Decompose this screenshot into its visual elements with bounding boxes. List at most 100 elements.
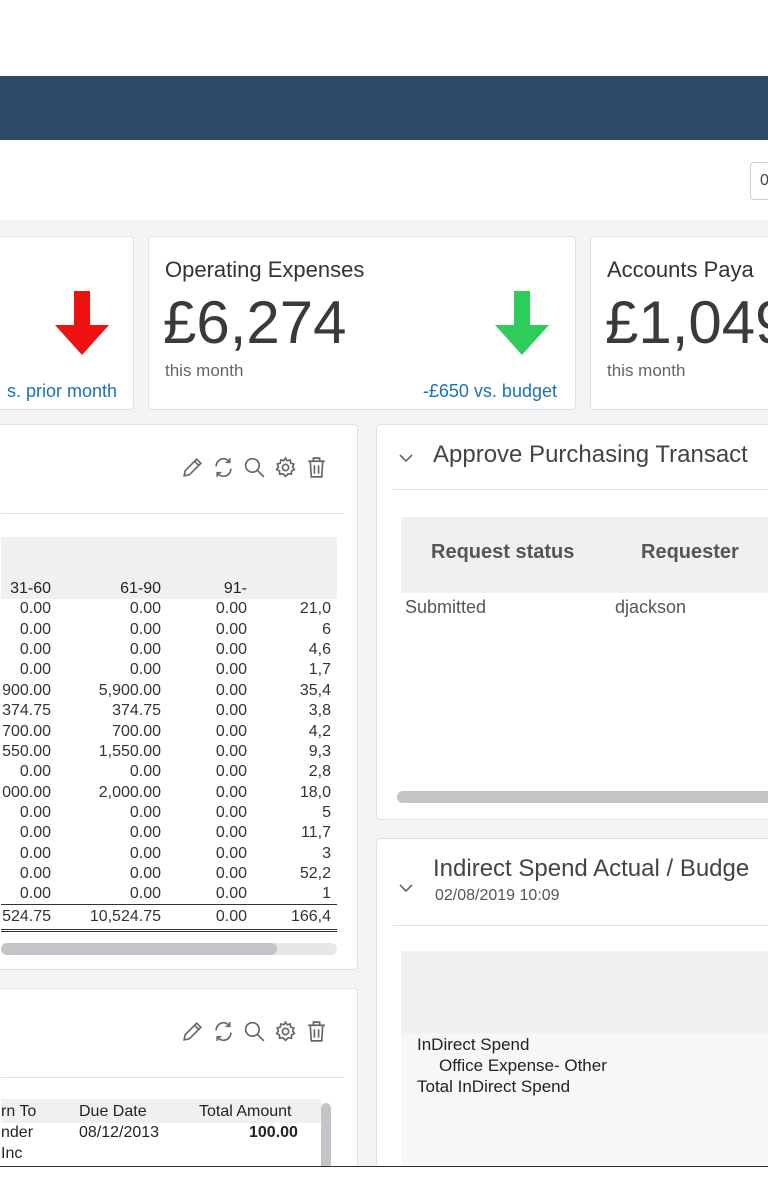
panel-title: Indirect Spend Actual / Budge — [433, 855, 750, 882]
column-header-requester[interactable]: Requester — [641, 541, 739, 563]
table-cell: 0.00 — [129, 804, 161, 822]
total-cell: 524.75 — [1, 904, 57, 933]
table-cell: 000.00 — [2, 783, 51, 801]
table-cell: 0.00 — [19, 620, 51, 638]
table-cell: 5,900.00 — [98, 681, 161, 699]
edit-icon[interactable] — [180, 1019, 205, 1044]
search-icon[interactable] — [242, 455, 267, 480]
table-cell: 0.00 — [19, 824, 51, 842]
delete-icon[interactable] — [304, 455, 329, 480]
column-header[interactable]: 61-90 — [57, 579, 167, 599]
horizontal-scrollbar-thumb[interactable] — [1, 943, 277, 955]
table-cell: 100.00 — [249, 1124, 298, 1141]
table-row[interactable]: 0.00 0.00 0.00 1,7 — [1, 660, 337, 680]
settings-icon[interactable] — [273, 1019, 298, 1044]
kpi-comparison-link[interactable]: s. prior month — [6, 381, 117, 401]
table-cell: 0.00 — [19, 763, 51, 781]
refresh-icon[interactable] — [211, 455, 236, 480]
table-cell: 08/12/2013 — [79, 1124, 160, 1141]
table-cell: 3,8 — [308, 702, 331, 720]
requester-cell: djackson — [615, 597, 687, 617]
table-row[interactable]: 0.00 0.00 0.00 1 — [1, 884, 337, 904]
settings-icon[interactable] — [273, 455, 298, 480]
table-cell: 1,7 — [308, 661, 331, 679]
kpi-card-accounts-payable[interactable]: Accounts Paya £1,049 this month — [590, 236, 768, 410]
delete-icon[interactable] — [304, 1019, 329, 1044]
table-cell: 0.00 — [129, 661, 161, 679]
report-body — [401, 1033, 768, 1166]
table-row[interactable]: 0.00 0.00 0.00 5 — [1, 803, 337, 823]
refresh-icon[interactable] — [211, 1019, 236, 1044]
table-row[interactable]: 0.00 0.00 0.00 3 — [1, 844, 337, 864]
table-cell: 4,6 — [308, 640, 331, 658]
chevron-down-icon[interactable] — [397, 879, 415, 897]
totals-row: 524.75 10,524.75 0.00 166,4 — [1, 904, 337, 933]
table-cell: 6 — [322, 620, 331, 638]
table-row[interactable]: 0.00 0.00 0.00 52,2 — [1, 864, 337, 884]
table-cell: 0.00 — [215, 681, 247, 699]
kpi-card-cash[interactable]: s. prior month — [0, 236, 134, 410]
edit-icon[interactable] — [180, 455, 205, 480]
column-header[interactable]: 31-60 — [1, 579, 57, 599]
table-row[interactable]: 700.00 700.00 0.00 4,2 — [1, 721, 337, 741]
kpi-value: £1,049 — [605, 289, 768, 356]
column-header[interactable]: rn To — [1, 1103, 37, 1120]
table-cell: 0.00 — [215, 640, 247, 658]
table-row[interactable]: 550.00 1,550.00 0.00 9,3 — [1, 742, 337, 762]
aging-widget: 31-60 61-90 91- 0.00 0.00 0.00 21,0 0.00 0.00 0.… — [0, 424, 358, 970]
column-header[interactable]: Total Amount — [199, 1103, 292, 1120]
table-cell: 18,0 — [299, 783, 331, 801]
table-cell: 0.00 — [215, 742, 247, 760]
table-cell: 0.00 — [215, 824, 247, 842]
table-row[interactable]: 0.00 0.00 0.00 6 — [1, 619, 337, 639]
panel-title: Approve Purchasing Transact — [433, 441, 748, 468]
column-header-request-status[interactable]: Request status — [431, 541, 575, 563]
table-row[interactable]: 0.00 0.00 0.00 11,7 — [1, 823, 337, 843]
column-header[interactable] — [253, 579, 337, 599]
table-cell: 0.00 — [215, 804, 247, 822]
arrow-down-icon — [487, 289, 557, 359]
screen-bottom-edge — [0, 1166, 768, 1167]
table-cell: 4,2 — [308, 722, 331, 740]
table-cell: 0.00 — [19, 865, 51, 883]
table-cell: 0.00 — [129, 865, 161, 883]
total-cell: 10,524.75 — [57, 904, 167, 933]
column-header[interactable]: 91- — [167, 579, 253, 599]
total-cell: 0.00 — [167, 904, 253, 933]
chevron-down-icon[interactable] — [397, 449, 415, 467]
table-cell: 5 — [322, 804, 331, 822]
table-cell: 0.00 — [215, 702, 247, 720]
report-row-label: Total InDirect Spend — [417, 1077, 571, 1096]
table-header-band — [1, 1099, 321, 1123]
table-cell: 700.00 — [2, 722, 51, 740]
table-cell: 0.00 — [19, 600, 51, 618]
vertical-scrollbar[interactable] — [321, 1103, 331, 1166]
period-input[interactable]: 0 — [750, 162, 768, 200]
table-cell: 0.00 — [215, 885, 247, 903]
table-header-band — [401, 517, 768, 593]
table-cell: 900.00 — [2, 681, 51, 699]
table-cell: 0.00 — [215, 763, 247, 781]
column-header[interactable]: Due Date — [79, 1103, 147, 1120]
table-row[interactable]: 374.75 374.75 0.00 3,8 — [1, 701, 337, 721]
table-row[interactable]: 0.00 0.00 0.00 2,8 — [1, 762, 337, 782]
kpi-budget-link[interactable]: -£650 vs. budget — [422, 381, 557, 401]
kpi-value: £6,274 — [163, 289, 347, 356]
table-cell: 550.00 — [2, 742, 51, 760]
indirect-spend-panel: Indirect Spend Actual / Budge 02/08/2019… — [376, 838, 768, 1166]
horizontal-scrollbar-thumb[interactable] — [397, 791, 768, 803]
kpi-title: Accounts Paya — [607, 257, 754, 282]
table-cell: 0.00 — [215, 600, 247, 618]
table-row[interactable]: 900.00 5,900.00 0.00 35,4 — [1, 681, 337, 701]
kpi-card-operating-expenses[interactable]: Operating Expenses £6,274 this month -£6… — [148, 236, 576, 410]
search-icon[interactable] — [242, 1019, 267, 1044]
report-header-band — [401, 951, 768, 1033]
table-cell: 52,2 — [299, 865, 331, 883]
table-cell: 374.75 — [112, 702, 161, 720]
table-row[interactable]: 0.00 0.00 0.00 4,6 — [1, 640, 337, 660]
request-status-cell: Submitted — [405, 597, 487, 617]
table-row[interactable]: 0.00 0.00 0.00 21,0 — [1, 599, 337, 619]
table-cell: 0.00 — [19, 885, 51, 903]
table-row[interactable]: 000.00 2,000.00 0.00 18,0 — [1, 783, 337, 803]
table-cell: 0.00 — [19, 844, 51, 862]
